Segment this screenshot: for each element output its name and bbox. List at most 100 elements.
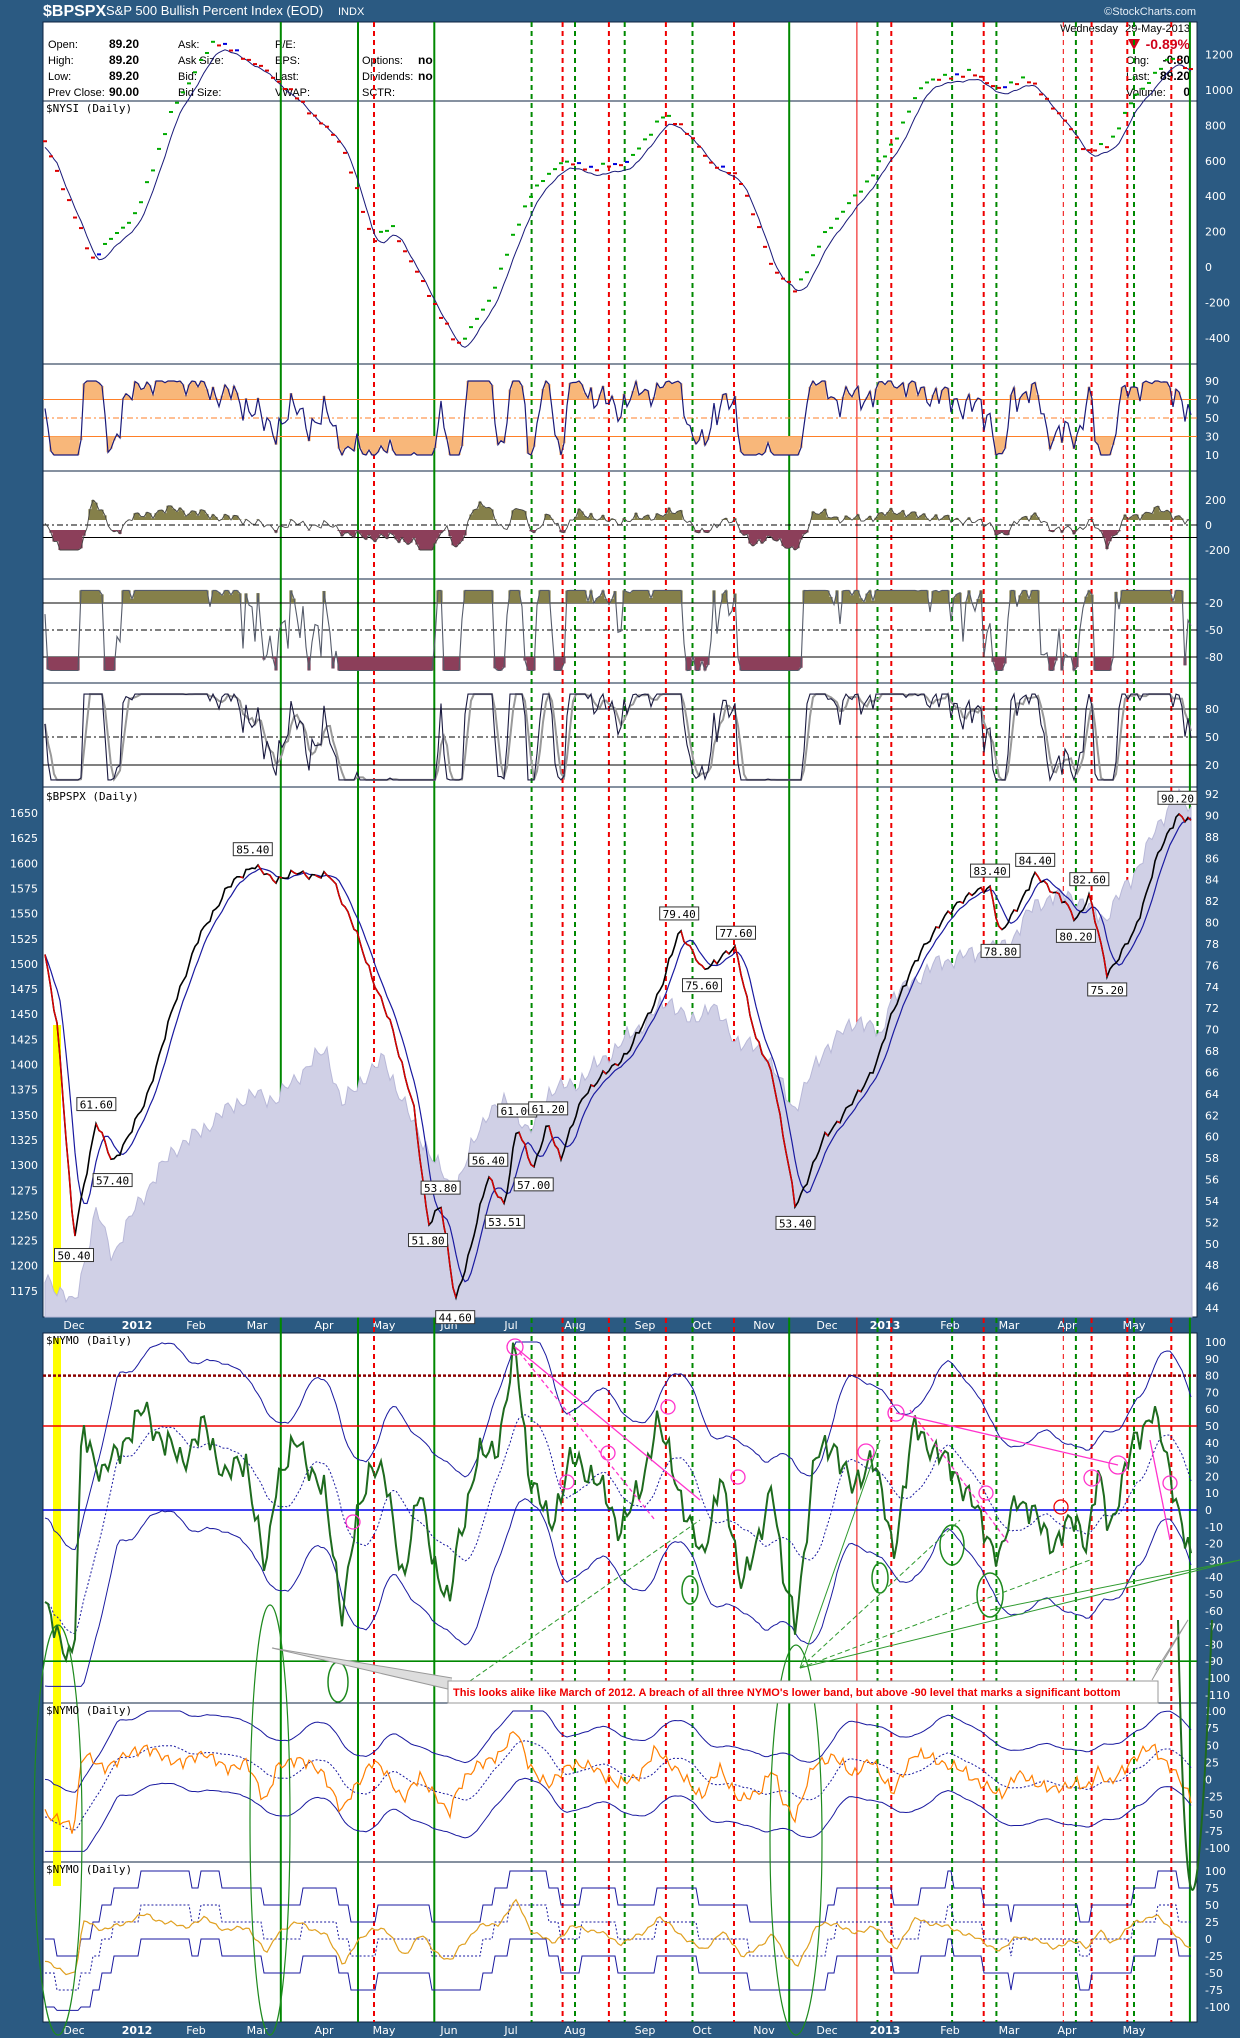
swing-label-box: [716, 925, 756, 940]
y-tick-label: 0: [1205, 261, 1212, 274]
left-y-tick-label: 1650: [10, 807, 38, 820]
left-y-tick-label: 1325: [10, 1134, 38, 1147]
nymo-line: [44, 1730, 1192, 1834]
left-y-tick-label: 1275: [10, 1184, 38, 1197]
swing-label: 61.00: [501, 1105, 534, 1118]
y-tick-label: 66: [1205, 1066, 1219, 1079]
x-tick-label: Nov: [753, 1319, 775, 1332]
nymo-panel-2: [42, 1702, 1198, 1863]
y-tick-label: 78: [1205, 938, 1219, 951]
fan-line: [799, 1559, 1091, 1669]
nymo-line: [44, 1898, 1192, 1976]
x-tick-label: 2013: [870, 2024, 901, 2037]
x-tick-label: May: [373, 1319, 396, 1332]
annotation-ellipse: [33, 1624, 83, 2036]
y-tick-label: 90: [1205, 1353, 1219, 1366]
trend-line: [1149, 1439, 1171, 1541]
left-y-tick-label: 1200: [10, 1260, 38, 1273]
volume-label: Volume:: [1126, 87, 1166, 99]
left-y-tick-label: 1425: [10, 1033, 38, 1046]
nymo-panel-1: [42, 1332, 1198, 1704]
left-y-tick-label: 1600: [10, 857, 38, 870]
bpspx-moving-average-line: [44, 817, 1192, 1283]
swing-label-box: [1157, 790, 1198, 805]
nymo-title-3: $NYMO (Daily): [46, 1863, 132, 1876]
annotation-circle: [1053, 1499, 1069, 1515]
nymo-panel-3: [42, 1861, 1198, 2023]
callout-text: This looks alike like March of 2012. A b…: [453, 1687, 1121, 1699]
y-tick-label: -110: [1205, 1689, 1230, 1702]
annotation-circle: [660, 1399, 676, 1415]
ask-size-label: Ask Size:: [178, 55, 224, 67]
x-tick-label: Mar: [999, 1319, 1020, 1332]
sctr-label: SCTR:: [362, 87, 395, 99]
x-tick-label: Sep: [635, 2024, 656, 2037]
x-tick-label: Mar: [247, 2024, 268, 2037]
y-tick-label: -25: [1205, 1950, 1223, 1963]
y-tick-label: 1000: [1205, 84, 1233, 97]
swing-label: 56.40: [472, 1154, 505, 1167]
trend-line: [514, 1346, 701, 1501]
swing-label-box: [76, 1097, 117, 1112]
y-tick-label: 50: [1205, 1238, 1219, 1251]
left-y-tick-label: 1475: [10, 983, 38, 996]
chg-label: Chg:: [1126, 55, 1149, 67]
y-tick-label: -20: [1205, 597, 1223, 610]
callout-pointer: [271, 1647, 453, 1691]
swing-label-box: [420, 1180, 461, 1195]
left-y-tick-label: 1300: [10, 1159, 38, 1172]
x-tick-label: Aug: [564, 2024, 585, 2037]
x-tick-label: Sep: [635, 1319, 656, 1332]
y-tick-label: -25: [1205, 1791, 1223, 1804]
dividends-label: Dividends:: [362, 71, 413, 83]
y-tick-label: 88: [1205, 831, 1219, 844]
swing-label-box: [775, 1215, 816, 1230]
y-tick-label: 50: [1205, 1739, 1219, 1752]
rsi-line: [44, 379, 1192, 457]
y-tick-label: 100: [1205, 1865, 1226, 1878]
eps-label: EPS:: [275, 55, 300, 67]
y-tick-label: 56: [1205, 1174, 1219, 1187]
y-tick-label: 10: [1205, 449, 1219, 462]
swing-label-box: [970, 863, 1011, 878]
y-tick-label: 70: [1205, 1024, 1219, 1037]
x-tick-label: Dec: [816, 1319, 837, 1332]
nysi-panel: [42, 100, 1198, 365]
x-tick-label: Apr: [314, 1319, 334, 1332]
x-tick-label: Nov: [753, 2024, 775, 2037]
copyright: ©StockCharts.com: [1104, 6, 1196, 18]
annotation-circle: [1162, 1475, 1178, 1491]
swing-label: 53.80: [424, 1182, 457, 1195]
annotation-circle: [730, 1469, 746, 1485]
y-tick-label: 800: [1205, 119, 1226, 132]
annotation-ellipse: [976, 1572, 1004, 1618]
y-tick-label: 30: [1205, 431, 1219, 444]
annotation-circle: [1108, 1455, 1128, 1475]
open-value: 89.20: [109, 37, 139, 51]
y-tick-label: 400: [1205, 190, 1226, 203]
y-tick-label: 70: [1205, 394, 1219, 407]
y-tick-label: -80: [1205, 651, 1223, 664]
y-tick-label: -60: [1205, 1605, 1223, 1618]
y-tick-label: 20: [1205, 759, 1219, 772]
swing-label-box: [682, 978, 722, 993]
trend-line: [514, 1346, 656, 1521]
swing-label: 44.60: [439, 1312, 472, 1325]
swing-label-box: [54, 1248, 94, 1263]
y-tick-label: 86: [1205, 852, 1219, 865]
dividends-value: no: [418, 69, 433, 83]
swing-label-box: [1087, 982, 1128, 997]
y-tick-label: 80: [1205, 1370, 1219, 1383]
left-y-tick-label: 1550: [10, 908, 38, 921]
low-value: 89.20: [109, 69, 139, 83]
high-value: 89.20: [109, 53, 139, 67]
swing-label: 84.40: [1019, 854, 1052, 867]
options-label: Options:: [362, 55, 403, 67]
swing-label: 61.60: [80, 1099, 113, 1112]
y-tick-label: 200: [1205, 494, 1226, 507]
x-tick-label: Jul: [503, 2024, 517, 2037]
y-tick-label: 25: [1205, 1916, 1219, 1929]
trend-line: [895, 1412, 1119, 1466]
annotation-circle: [559, 1474, 575, 1490]
options-value: no: [418, 53, 433, 67]
